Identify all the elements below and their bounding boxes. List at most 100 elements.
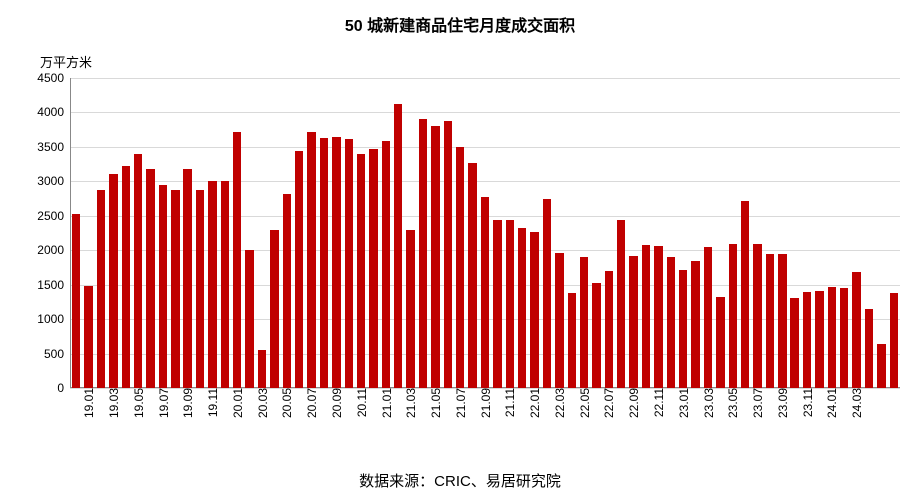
bar [406, 230, 414, 388]
bar [122, 166, 130, 389]
x-tick-label: 22.03 [547, 388, 567, 418]
bar [704, 247, 712, 388]
bar [543, 199, 551, 388]
y-axis-unit-label: 万平方米 [40, 52, 92, 71]
bar [369, 149, 377, 388]
bar [295, 151, 303, 388]
bar [307, 132, 315, 388]
bar [679, 270, 687, 388]
x-tick-label: 23.03 [696, 388, 716, 418]
y-tick-label: 3500 [37, 140, 70, 154]
bar [790, 298, 798, 388]
bar [741, 201, 749, 388]
y-tick-label: 4000 [37, 105, 70, 119]
x-tick-label: 23.01 [671, 388, 691, 418]
bar [332, 137, 340, 388]
y-tick-label: 3000 [37, 174, 70, 188]
bar [258, 350, 266, 388]
bar [865, 309, 873, 388]
bar [382, 141, 390, 388]
bar [766, 254, 774, 388]
x-tick-label: 22.05 [572, 388, 592, 418]
bar [146, 169, 154, 388]
x-tick-label: 20.09 [324, 388, 344, 418]
x-tick-label: 19.01 [76, 388, 96, 418]
bar [283, 194, 291, 388]
bar [506, 220, 514, 388]
x-tick-label: 20.03 [250, 388, 270, 418]
chart-title: 50 城新建商品住宅月度成交面积 [0, 12, 920, 36]
bar [456, 147, 464, 388]
bar [580, 257, 588, 388]
bar [815, 291, 823, 388]
bar [221, 181, 229, 388]
bar [196, 190, 204, 388]
y-tick-label: 2500 [37, 209, 70, 223]
x-tick-label: 19.11 [200, 388, 220, 417]
bar [481, 197, 489, 389]
bar [233, 132, 241, 388]
y-tick-label: 500 [44, 347, 70, 361]
plot-area: 050010001500200025003000350040004500 19.… [70, 78, 900, 388]
y-tick-label: 4500 [37, 71, 70, 85]
x-tick-label: 19.09 [175, 388, 195, 418]
bar [431, 126, 439, 388]
x-tick-label: 23.05 [720, 388, 740, 418]
bar [753, 244, 761, 388]
x-tick-label: 24.03 [844, 388, 864, 418]
y-tick-label: 2000 [37, 243, 70, 257]
bar [345, 139, 353, 388]
x-tick-label: 22.11 [646, 388, 666, 417]
bar [419, 119, 427, 388]
bar [654, 246, 662, 388]
x-tick-label: 20.05 [274, 388, 294, 418]
bar [171, 190, 179, 388]
bar [667, 257, 675, 388]
x-tick-label: 24.01 [819, 388, 839, 418]
bar [592, 283, 600, 388]
x-tick-label: 21.03 [398, 388, 418, 418]
bar [890, 293, 898, 388]
x-tick-label: 21.11 [497, 388, 517, 417]
bar [642, 245, 650, 388]
y-tick-label: 0 [57, 381, 70, 395]
x-tick-label: 22.01 [522, 388, 542, 418]
bar [394, 104, 402, 389]
bar [852, 272, 860, 388]
x-tick-label: 20.07 [299, 388, 319, 418]
bar [530, 232, 538, 388]
bar [778, 254, 786, 388]
x-tick-label: 22.09 [621, 388, 641, 418]
bar [493, 220, 501, 388]
bar [555, 253, 563, 388]
x-tick-label: 23.11 [795, 388, 815, 417]
bar [245, 250, 253, 388]
x-tick-label: 21.09 [473, 388, 493, 418]
x-tick-label: 19.03 [101, 388, 121, 418]
bar [444, 121, 452, 388]
bar [84, 286, 92, 388]
x-tick-label: 20.01 [225, 388, 245, 418]
x-tick-label: 21.07 [448, 388, 468, 418]
bar [134, 154, 142, 388]
bar [803, 292, 811, 388]
x-tick-label: 20.11 [349, 388, 369, 417]
bar [605, 271, 613, 388]
bar [159, 185, 167, 388]
x-tick-label: 21.05 [423, 388, 443, 418]
x-tick-label: 22.07 [596, 388, 616, 418]
x-tick-label: 23.09 [770, 388, 790, 418]
bar [72, 214, 80, 388]
bar [270, 230, 278, 388]
bar [729, 244, 737, 388]
bar [183, 169, 191, 388]
y-tick-label: 1000 [37, 312, 70, 326]
x-tick-label: 21.01 [374, 388, 394, 418]
bar [568, 293, 576, 388]
bar [357, 154, 365, 388]
bar [109, 174, 117, 388]
x-tick-label: 19.05 [126, 388, 146, 418]
bar [828, 287, 836, 388]
bar [840, 288, 848, 388]
bar [518, 228, 526, 388]
